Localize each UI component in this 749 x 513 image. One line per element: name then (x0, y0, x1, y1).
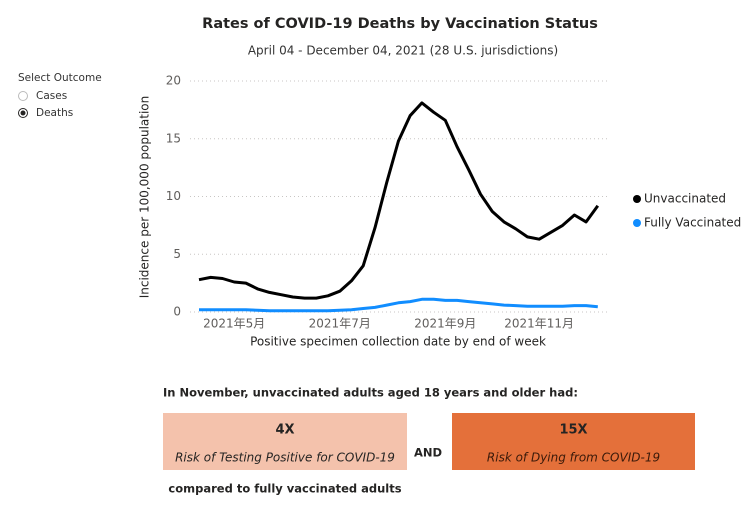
summary-footer: compared to fully vaccinated adults (168, 482, 401, 496)
joiner: AND (414, 446, 442, 460)
y-tick-label: 20 (166, 74, 181, 88)
radio-button[interactable] (18, 91, 28, 101)
card-text: Risk of Dying from COVID-19 (487, 451, 660, 465)
y-tick-label: 10 (166, 189, 181, 203)
summary-heading: In November, unvaccinated adults aged 18… (163, 386, 578, 400)
x-axis-label: Positive specimen collection date by end… (250, 335, 546, 349)
card-value: 4X (275, 423, 294, 438)
x-tick-label: 2021年9月 (414, 317, 476, 331)
y-axis-label: Incidence per 100,000 population (138, 96, 152, 299)
y-tick-label: 0 (173, 305, 181, 319)
x-tick-label: 2021年7月 (309, 317, 371, 331)
summary-card (452, 413, 695, 470)
selector-label: Select Outcome (18, 72, 102, 84)
y-tick-label: 5 (173, 247, 181, 261)
x-tick-label: 2021年11月 (504, 317, 574, 331)
radio-label[interactable]: Cases (36, 90, 67, 102)
card-value: 15X (559, 423, 587, 438)
legend-marker (633, 195, 641, 203)
series-line (198, 101, 600, 300)
x-tick-label: 2021年5月 (203, 317, 265, 331)
radio-dot (20, 110, 26, 116)
card-text: Risk of Testing Positive for COVID-19 (175, 451, 395, 465)
chart-subtitle: April 04 - December 04, 2021 (28 U.S. ju… (248, 44, 558, 58)
y-tick-label: 15 (166, 131, 181, 145)
radio-label[interactable]: Deaths (36, 107, 73, 119)
summary-card (163, 413, 407, 470)
series-line (199, 297, 598, 313)
legend-marker (633, 219, 641, 227)
legend-label: Unvaccinated (644, 192, 726, 206)
chart-title: Rates of COVID-19 Deaths by Vaccination … (202, 16, 598, 32)
legend-label: Fully Vaccinated (644, 216, 741, 230)
